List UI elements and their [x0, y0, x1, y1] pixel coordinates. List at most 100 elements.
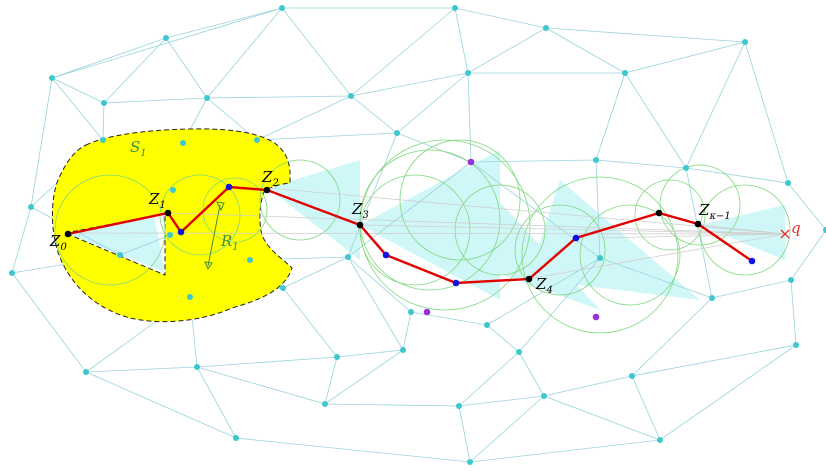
mesh-edge	[744, 41, 789, 184]
mesh-vertex	[279, 5, 285, 11]
mesh-vertex	[543, 25, 549, 31]
mesh-edge	[467, 72, 472, 163]
mesh-edge	[256, 95, 352, 141]
mesh-edge	[631, 344, 797, 377]
mesh-edge	[486, 257, 601, 326]
mesh-vertex	[823, 227, 826, 233]
mesh-edge	[458, 351, 520, 407]
mesh-edge	[631, 297, 713, 377]
mesh-vertex	[233, 435, 239, 441]
target-q-marker	[780, 229, 790, 239]
mesh-vertex	[394, 130, 400, 136]
mesh-edge	[196, 356, 338, 368]
mesh-vertex	[345, 254, 351, 260]
mesh-vertex	[793, 342, 799, 348]
mesh-vertex	[170, 187, 176, 193]
mesh-edge	[165, 7, 283, 39]
mesh-edge	[324, 349, 404, 405]
mesh-vertex	[247, 257, 253, 263]
mesh-vertex	[709, 295, 715, 301]
mesh-vertex	[452, 5, 458, 11]
ray	[599, 233, 786, 239]
purple-vertex	[592, 313, 600, 321]
mesh-vertex	[622, 70, 628, 76]
mesh-vertex	[467, 459, 473, 465]
mesh-edge	[790, 279, 797, 346]
mesh-vertex	[400, 347, 406, 353]
mesh-vertex	[788, 277, 794, 283]
mesh-vertex	[629, 373, 635, 379]
label-r1: R1	[220, 232, 239, 253]
mesh-vertex	[742, 39, 748, 45]
mesh-edge	[518, 257, 601, 353]
mesh-edge	[11, 272, 87, 373]
mesh-vertex	[167, 232, 173, 238]
path-vertex	[655, 209, 663, 217]
mesh-edge	[324, 356, 338, 405]
blue-vertex	[452, 279, 460, 287]
mesh-edge	[486, 324, 520, 353]
mesh-edge	[85, 366, 198, 373]
mesh-vertex	[204, 95, 210, 101]
r1-arrow	[204, 201, 225, 271]
label-q: q	[791, 219, 801, 237]
mesh-edge	[685, 41, 746, 169]
triangulation-vertices	[9, 5, 826, 465]
empty-circle	[514, 204, 606, 296]
mesh-vertex	[785, 180, 791, 186]
mesh-edge	[659, 344, 797, 441]
mesh-edge	[787, 182, 826, 231]
mesh-edge	[454, 7, 547, 29]
mesh-edge	[347, 256, 404, 351]
label-z1: Z1	[148, 190, 166, 211]
label-s1: S1	[130, 138, 147, 159]
mesh-edge	[11, 206, 32, 274]
mesh-vertex	[194, 364, 200, 370]
label-z3: Z3	[351, 200, 369, 221]
mesh-edge	[467, 27, 547, 74]
mesh-edge	[790, 229, 826, 281]
empty-circle	[54, 174, 166, 286]
mesh-edge	[545, 27, 626, 74]
label-z4: Z4	[535, 275, 553, 296]
mesh-edge	[711, 279, 792, 299]
blue-vertex	[177, 228, 185, 236]
mesh-vertex	[597, 255, 603, 261]
ray	[527, 233, 786, 280]
mesh-edge	[51, 37, 167, 79]
mesh-edge	[196, 366, 326, 405]
mesh-edge	[347, 161, 472, 258]
mesh-edge	[624, 41, 746, 74]
mesh-edge	[595, 159, 687, 169]
path-vertex	[694, 220, 702, 228]
mesh-edge	[336, 349, 404, 358]
mesh-vertex	[541, 393, 547, 399]
mesh-vertex	[465, 70, 471, 76]
path-vertex	[525, 275, 533, 283]
mesh-edge	[102, 102, 105, 141]
mesh-vertex	[348, 93, 354, 99]
mesh-vertex	[101, 100, 107, 106]
mesh-vertex	[28, 204, 34, 210]
mesh-edge	[518, 351, 545, 397]
mesh-edge	[470, 159, 597, 163]
mesh-vertex	[593, 157, 599, 163]
mesh-edge	[469, 439, 661, 463]
purple-vertex	[423, 308, 431, 316]
ray	[169, 212, 786, 235]
empty-circle	[579, 204, 681, 306]
ray	[64, 232, 786, 235]
mesh-edge	[454, 7, 469, 74]
mesh-edge	[599, 257, 713, 299]
mesh-vertex	[484, 322, 490, 328]
mesh-edge	[85, 371, 237, 439]
path-vertex	[356, 221, 364, 229]
blue-vertex	[748, 257, 756, 265]
empty-circle	[634, 179, 706, 251]
mesh-edge	[196, 366, 237, 439]
visibility-cones	[65, 150, 785, 310]
mesh-vertex	[280, 285, 286, 291]
mesh-vertex	[163, 35, 169, 41]
mesh-vertex	[456, 403, 462, 409]
mesh-vertex	[254, 137, 260, 143]
